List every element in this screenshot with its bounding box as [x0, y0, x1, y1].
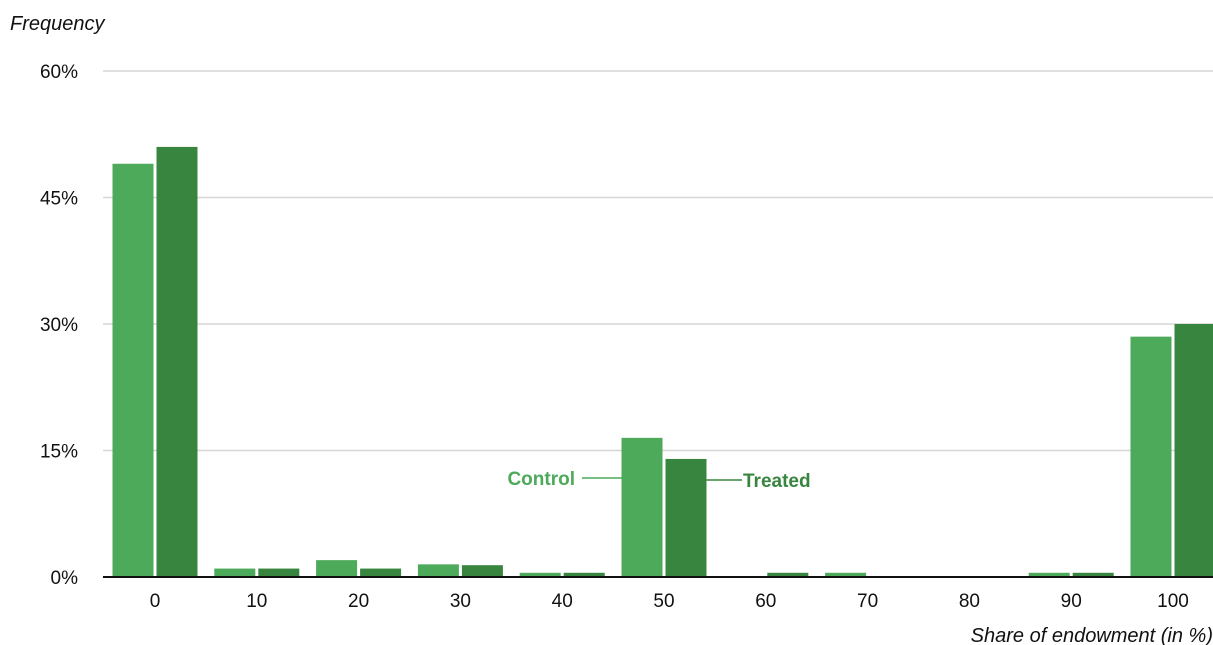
y-tick-label: 15% — [40, 442, 78, 463]
control-label: Control — [507, 469, 575, 490]
bar-control-30 — [417, 564, 459, 577]
treated-series-label: Treated — [706, 471, 811, 492]
x-tick-label: 60 — [755, 591, 776, 612]
bar-control-20 — [316, 560, 358, 577]
control-series-label: Control — [507, 469, 622, 490]
x-tick-label: 100 — [1157, 591, 1189, 612]
bar-treated-100 — [1174, 324, 1213, 577]
x-tick-label: 10 — [246, 591, 267, 612]
x-tick-label: 30 — [450, 591, 471, 612]
bar-control-90 — [1028, 572, 1070, 577]
bar-treated-60 — [767, 572, 809, 577]
x-tick-label: 50 — [653, 591, 674, 612]
bar-control-40 — [519, 572, 561, 577]
x-tick-label: 20 — [348, 591, 369, 612]
bar-treated-10 — [258, 568, 300, 577]
bar-control-70 — [825, 572, 867, 577]
bar-treated-40 — [563, 572, 605, 577]
bar-control-50 — [621, 437, 663, 577]
bar-treated-0 — [156, 146, 198, 577]
bar-treated-30 — [461, 565, 503, 577]
bar-control-100 — [1130, 336, 1172, 577]
bars — [112, 146, 1213, 577]
y-tick-label: 45% — [40, 189, 78, 210]
x-tick-label: 90 — [1061, 591, 1082, 612]
y-tick-label: 0% — [51, 568, 79, 589]
grid-lines — [103, 70, 1213, 452]
treated-label: Treated — [743, 471, 811, 492]
y-tick-label: 30% — [40, 315, 78, 336]
bar-control-10 — [214, 568, 256, 577]
bar-control-0 — [112, 163, 154, 577]
y-tick-label: 60% — [40, 62, 78, 83]
x-axis-title: Share of endowment (in %) — [971, 625, 1213, 645]
x-tick-label: 40 — [552, 591, 573, 612]
x-tick-label: 80 — [959, 591, 980, 612]
x-tick-label: 70 — [857, 591, 878, 612]
x-tick-labels: 0 10 20 30 40 50 60 70 80 90 100 — [150, 591, 1189, 612]
y-axis-title: Frequency — [10, 13, 105, 35]
bar-treated-50 — [665, 458, 707, 577]
bar-treated-20 — [360, 568, 402, 577]
bar-treated-90 — [1072, 572, 1114, 577]
x-tick-label: 0 — [150, 591, 161, 612]
y-tick-labels: 0% 15% 30% 45% 60% — [40, 62, 78, 589]
